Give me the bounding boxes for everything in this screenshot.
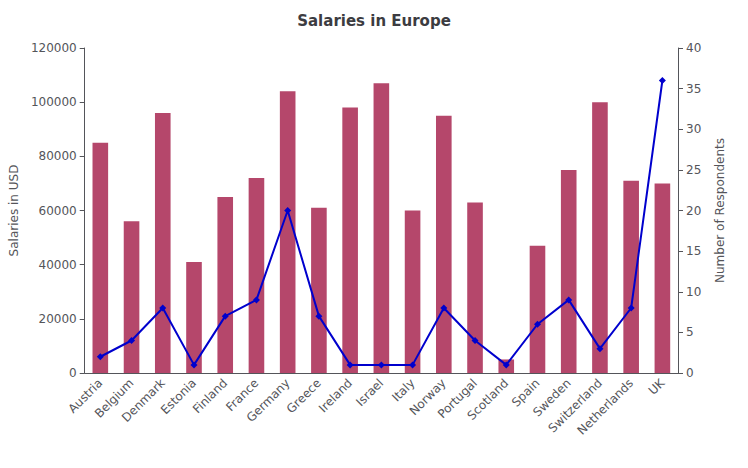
svg-text:UK: UK bbox=[646, 375, 668, 397]
svg-text:40000: 40000 bbox=[39, 258, 77, 272]
svg-text:5: 5 bbox=[686, 325, 694, 339]
svg-text:Norway: Norway bbox=[406, 376, 449, 419]
svg-text:15: 15 bbox=[686, 244, 701, 258]
svg-text:Spain: Spain bbox=[508, 376, 543, 410]
svg-text:80000: 80000 bbox=[39, 149, 77, 163]
svg-text:Israel: Israel bbox=[353, 376, 386, 409]
svg-text:Germany: Germany bbox=[244, 376, 293, 425]
svg-text:20000: 20000 bbox=[39, 312, 77, 326]
svg-text:Ireland: Ireland bbox=[316, 376, 355, 415]
svg-text:Salaries in Europe: Salaries in Europe bbox=[297, 12, 451, 30]
svg-text:Sweden: Sweden bbox=[530, 376, 574, 420]
svg-text:France: France bbox=[223, 376, 262, 415]
svg-text:60000: 60000 bbox=[39, 204, 77, 218]
svg-text:Switzerland: Switzerland bbox=[545, 376, 605, 436]
svg-text:Portugal: Portugal bbox=[435, 376, 480, 422]
svg-text:20: 20 bbox=[686, 204, 701, 218]
svg-text:Austria: Austria bbox=[65, 376, 106, 416]
svg-text:120000: 120000 bbox=[31, 41, 77, 55]
svg-text:Number of Respondents: Number of Respondents bbox=[713, 138, 727, 283]
svg-text:0: 0 bbox=[69, 366, 77, 380]
svg-text:25: 25 bbox=[686, 163, 701, 177]
svg-text:35: 35 bbox=[686, 82, 701, 96]
svg-text:Greece: Greece bbox=[284, 376, 324, 416]
svg-text:Scotland: Scotland bbox=[464, 376, 511, 423]
svg-text:Italy: Italy bbox=[389, 376, 417, 404]
svg-text:100000: 100000 bbox=[31, 95, 77, 109]
svg-text:40: 40 bbox=[686, 41, 701, 55]
svg-text:Belgium: Belgium bbox=[91, 376, 137, 421]
svg-text:Estonia: Estonia bbox=[158, 376, 199, 417]
svg-text:Netherlands: Netherlands bbox=[575, 376, 637, 438]
svg-text:0: 0 bbox=[686, 366, 694, 380]
svg-text:Salaries in USD: Salaries in USD bbox=[7, 165, 21, 257]
svg-text:Finland: Finland bbox=[190, 376, 230, 416]
svg-text:10: 10 bbox=[686, 285, 701, 299]
svg-text:Denmark: Denmark bbox=[119, 376, 168, 425]
svg-text:30: 30 bbox=[686, 122, 701, 136]
